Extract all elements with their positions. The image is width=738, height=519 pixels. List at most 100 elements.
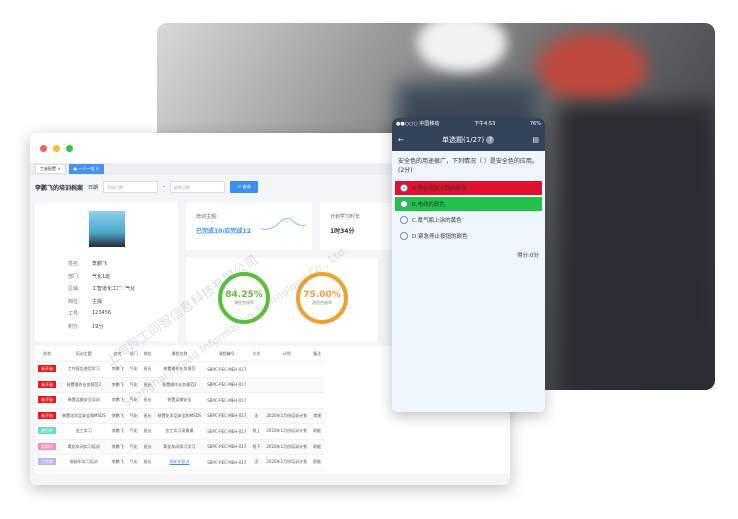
column-header: 部门 xyxy=(126,346,141,362)
cell-mode: 无 xyxy=(249,408,264,424)
rate-card: 84.25% 课程完成率 75.00% 测验合格率 xyxy=(186,258,378,341)
cell-course: 氧化车间实习学习 xyxy=(154,439,205,455)
cell-plan xyxy=(263,392,311,409)
back-arrow-icon[interactable]: ← xyxy=(398,136,404,144)
cell-mode xyxy=(249,377,264,393)
query-label: 查询 xyxy=(242,184,251,189)
table-row[interactable]: 已完成 装卸车实习培训 李鹏飞 气化 班长 装卸车复训 SBPC-PEC-MEH-017 无 2… xyxy=(35,454,325,471)
cell-dept: 气化 xyxy=(126,423,141,440)
cell-topic: 金工实习 xyxy=(59,423,109,440)
maximize-dot-icon[interactable] xyxy=(66,144,73,152)
answer-option[interactable]: C.氮气瓶上涂的黄色 xyxy=(395,213,542,227)
end-date-input[interactable]: 结束日期 xyxy=(169,181,225,193)
table-row[interactable]: 未开始 装置运输安全培训 李鹏飞 气化 班长 装置运输安全 SBPC-PEC-MEH-017 xyxy=(35,392,325,409)
cell-plan: 2020年1月份培训计划 xyxy=(263,408,311,424)
cell-course: 装置操作业务规范2 xyxy=(154,377,205,393)
column-header: 方式 xyxy=(249,346,264,362)
cell-post: 班长 xyxy=(140,392,155,409)
status-badge: 未开始 xyxy=(38,396,56,404)
option-label: A.警告等提示牌的颜色 xyxy=(412,186,467,192)
cell-name: 李鹏飞 xyxy=(108,392,127,409)
cell-mode xyxy=(249,361,264,378)
cell-post: 班长 xyxy=(140,408,155,424)
cell-dept: 气化 xyxy=(126,439,141,455)
cell-name: 李鹏飞 xyxy=(108,439,127,455)
cell-code: SBPC-PEC-MEH-017 xyxy=(204,377,250,393)
tab-tool-config[interactable]: 工具配置 × xyxy=(35,164,66,174)
cell-code: SBPC-PEC-MEH-017 xyxy=(204,423,250,440)
cell-mode: 线上 xyxy=(249,423,264,440)
tab-label: 一人一档 xyxy=(78,166,95,171)
radio-icon[interactable] xyxy=(400,216,408,224)
table-row[interactable]: 未开始 装置化学品安全和MSDS 李鹏飞 气化 班长 装置化学品安全和MSDS SBPC-P… xyxy=(35,408,325,424)
hours-label: 计划学习时长 xyxy=(330,214,361,220)
cell-post: 班长 xyxy=(140,377,155,393)
radio-icon[interactable] xyxy=(400,200,408,208)
close-dot-icon[interactable] xyxy=(40,144,47,152)
help-icon[interactable]: ? xyxy=(486,136,495,144)
cell-course: 金工实习采摘课 xyxy=(154,423,205,440)
cell-note xyxy=(310,392,325,409)
completion-value: 84.25% xyxy=(225,290,263,300)
cell-name: 李鹏飞 xyxy=(108,377,127,393)
table-row[interactable]: 延期中 氧化车间实习培训 李鹏飞 气化 班长 氧化车间实习学习 SBPC-PEC-MEH-0… xyxy=(35,439,325,455)
cell-post: 班长 xyxy=(140,423,155,440)
topic-label: 培训主题: xyxy=(196,214,218,220)
cell-course: 装置运输安全 xyxy=(154,392,205,409)
score: 得分:0分 xyxy=(517,253,539,259)
answer-card-icon[interactable]: ▤ xyxy=(532,136,539,144)
radio-icon[interactable] xyxy=(400,232,408,240)
query-button[interactable]: ⟳ 查询 xyxy=(229,181,259,193)
avatar xyxy=(89,211,125,247)
tab-profile[interactable]: ● 一人一档 × xyxy=(68,164,105,174)
cell-course[interactable]: 装卸车复训 xyxy=(154,454,205,471)
status-badge: 未开始 xyxy=(38,411,56,419)
completion-ring: 84.25% 课程完成率 xyxy=(218,272,270,324)
status-bar: ●●○○○ 中国移动 下午4:53 76% xyxy=(392,118,545,129)
radio-icon[interactable] xyxy=(400,184,408,192)
cell-course: 装置操作业务规范 xyxy=(154,361,205,378)
field-value: 主操 xyxy=(92,298,103,305)
profile-card: 姓名: 李鹏飞 部门: 气化1班 区域: 工智道化工厂: 气化 岗位: 主操 工号: 12… xyxy=(35,203,178,341)
topic-value: 已完成10/应完成12 xyxy=(196,228,251,235)
toolbar: 李鹏飞的培训档案 日期 开始日期 - 结束日期 ⟳ 查询 xyxy=(30,175,510,199)
minimize-dot-icon[interactable] xyxy=(53,144,60,152)
pass-ring: 75.00% 测验合格率 xyxy=(296,272,348,324)
table-row[interactable]: 进行中 金工实习 李鹏飞 气化 班长 金工实习采摘课 SBPC-PEC-MEH-017 线上 2… xyxy=(35,423,325,440)
option-label: D.紧急停止按钮的颜色 xyxy=(412,234,468,240)
column-header: 计划 xyxy=(263,346,311,362)
table-row[interactable]: 未开始 装置操作业务规范2 李鹏飞 气化 班长 装置操作业务规范2 SBPC-PEC-MEH… xyxy=(35,377,325,393)
cell-post: 班长 xyxy=(140,439,155,455)
cell-dept: 气化 xyxy=(126,454,141,471)
answer-option[interactable]: A.警告等提示牌的颜色 xyxy=(395,181,542,195)
cell-note: 职能 xyxy=(310,454,325,471)
cell-code: SBPC-PEC-MEH-017 xyxy=(204,454,250,471)
field-value: 气化1班 xyxy=(92,273,111,280)
column-header: 课程编号 xyxy=(204,346,250,362)
column-header: 备注 xyxy=(310,346,325,362)
page-title: 李鹏飞的培训档案 xyxy=(35,184,84,192)
cell-name: 李鹏飞 xyxy=(108,423,127,440)
cell-plan: 2020年1月份培训计划 xyxy=(263,423,311,440)
field-value: 19分 xyxy=(92,323,104,330)
cell-code: SBPC-PEC-MEH-017 xyxy=(204,408,250,424)
cell-name: 李鹏飞 xyxy=(108,361,127,378)
cell-dept: 气化 xyxy=(126,361,141,378)
field-value: 123456 xyxy=(92,310,112,316)
field-points: 积分: 19分 xyxy=(68,323,135,330)
cell-mode: 无 xyxy=(249,454,264,471)
topic-card: 培训主题: 已完成10/应完成12 xyxy=(186,203,312,250)
clock: 下午4:53 xyxy=(474,121,496,127)
answer-option[interactable]: D.紧急停止按钮的颜色 xyxy=(395,229,542,243)
course-table: 状态 培训主题 姓名 部门 岗位 课程名称 课程编号 方式 计划 备注 未开始 工作报告使用学习 李鹏飞… xyxy=(35,346,325,471)
field-key: 积分: xyxy=(68,323,80,330)
column-header: 培训主题 xyxy=(59,346,109,362)
cell-dept: 气化 xyxy=(126,377,141,393)
answer-option[interactable]: B.电线的颜色 xyxy=(395,197,542,211)
table-row[interactable]: 未开始 工作报告使用学习 李鹏飞 气化 班长 装置操作业务规范 SBPC-PEC-MEH-0… xyxy=(35,361,325,378)
cell-status: 延期中 xyxy=(35,439,59,455)
field-post: 岗位: 主操 xyxy=(68,298,135,305)
cell-code: SBPC-PEC-MEH-017 xyxy=(204,392,250,409)
pass-value: 75.00% xyxy=(303,290,341,300)
start-date-input[interactable]: 开始日期 xyxy=(103,181,159,193)
